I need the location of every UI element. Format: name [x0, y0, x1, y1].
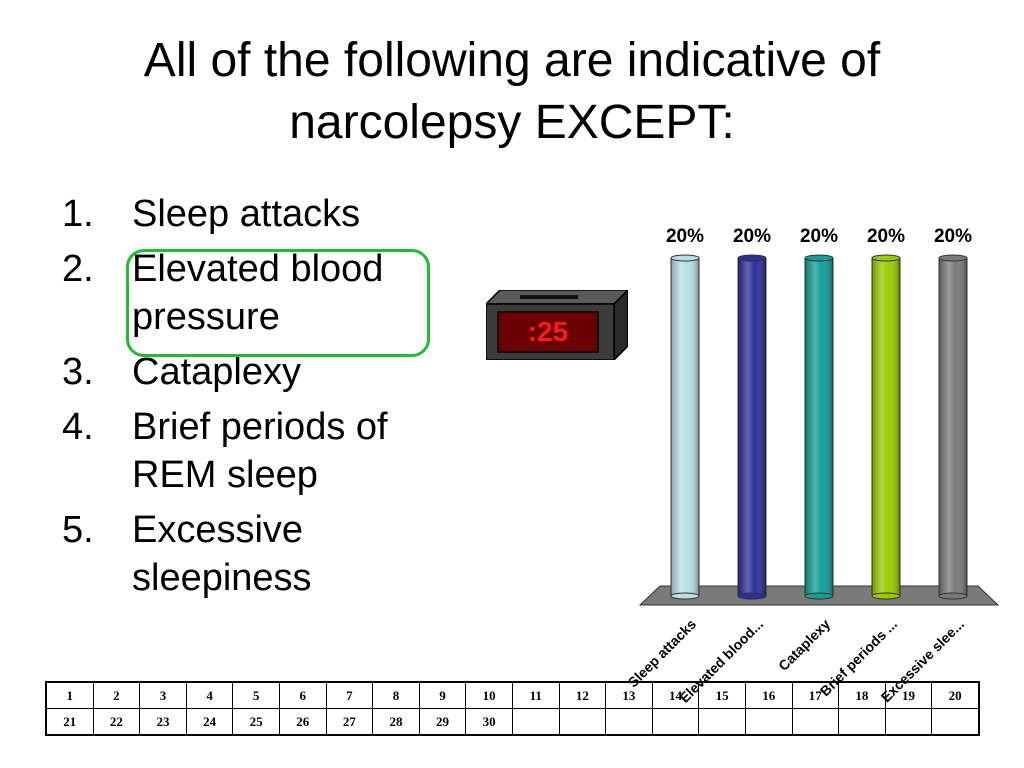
- grid-cell: [651, 708, 700, 736]
- grid-cell: 29: [418, 708, 467, 736]
- option-number: 2.: [62, 248, 94, 290]
- chart-value-label: 20%: [733, 226, 771, 247]
- option-number: 4.: [62, 406, 94, 448]
- chart-value-label: 20%: [800, 226, 838, 247]
- correct-answer-highlight: [126, 249, 430, 357]
- countdown-timer: :25: [484, 288, 630, 362]
- option-label-continued: REM sleep: [132, 454, 318, 496]
- timer-box-icon: [484, 288, 630, 362]
- question-line-1: All of the following are indicative of: [143, 34, 881, 87]
- answer-options: 1. Sleep attacks 2. Elevated blood press…: [62, 190, 462, 609]
- grid-cell: 5: [232, 681, 280, 709]
- grid-cell: 25: [232, 708, 280, 736]
- chart-bar-5: [938, 254, 968, 600]
- grid-cell: 17: [791, 681, 840, 709]
- option-label: Sleep attacks: [132, 193, 361, 235]
- chart-value-label: 20%: [934, 226, 972, 247]
- timer-display: :25: [527, 316, 569, 347]
- option-number: 3.: [62, 351, 94, 393]
- question-title: All of the following are indicative of n…: [40, 30, 984, 154]
- answer-option-4[interactable]: 4. Brief periods of REM sleep: [62, 403, 462, 499]
- option-number: 5.: [62, 509, 94, 551]
- chart-bar-3: [804, 254, 834, 600]
- grid-cell: 13: [605, 681, 653, 709]
- option-label: Elevated blood: [132, 248, 384, 290]
- grid-cell: 21: [45, 708, 94, 736]
- grid-cell: 16: [744, 681, 793, 709]
- grid-cell: 27: [325, 708, 374, 736]
- option-label: Brief periods of: [132, 406, 388, 448]
- grid-row: 21 22 23 24 25 26 27 28 29 30: [45, 708, 980, 736]
- grid-cell: 12: [558, 681, 607, 709]
- question-line-2: narcolepsy EXCEPT:: [289, 96, 735, 149]
- grid-cell: [838, 708, 886, 736]
- grid-row: 1 2 3 4 5 6 7 8 9 10 11 12 13 14 15 16 17 18 19 20: [45, 681, 980, 709]
- answer-option-5[interactable]: 5. Excessive sleepiness: [62, 506, 462, 602]
- grid-cell: 4: [185, 681, 234, 709]
- grid-cell: 14: [651, 681, 700, 709]
- chart-bar-1: [670, 254, 700, 600]
- grid-cell: 8: [372, 681, 420, 709]
- grid-cell: 10: [465, 681, 513, 709]
- grid-cell: [558, 708, 607, 736]
- grid-cell: 3: [139, 681, 187, 709]
- chart-category-label: Sleep attacks: [625, 616, 700, 691]
- grid-cell: [791, 708, 840, 736]
- grid-cell: 6: [278, 681, 327, 709]
- grid-cell: [698, 708, 746, 736]
- grid-cell: 23: [139, 708, 187, 736]
- grid-cell: 26: [278, 708, 327, 736]
- grid-cell: [884, 708, 933, 736]
- answer-option-2[interactable]: 2. Elevated blood pressure: [62, 245, 462, 341]
- grid-cell: [744, 708, 793, 736]
- grid-cell: 19: [884, 681, 933, 709]
- chart-bar-4: [871, 254, 901, 600]
- grid-cell: 7: [325, 681, 374, 709]
- option-number: 1.: [62, 193, 94, 235]
- option-label: Excessive: [132, 509, 304, 551]
- chart-bar-2: [737, 254, 767, 600]
- grid-cell: 20: [931, 681, 980, 709]
- chart-value-label: 20%: [867, 226, 905, 247]
- chart-value-label: 20%: [666, 226, 704, 247]
- answer-option-3[interactable]: 3. Cataplexy: [62, 348, 462, 396]
- grid-cell: [605, 708, 653, 736]
- option-label-continued: sleepiness: [132, 557, 312, 599]
- response-grid: 1 2 3 4 5 6 7 8 9 10 11 12 13 14 15 16 17 18 19 20 21 22 23 24 2…: [45, 681, 980, 736]
- grid-cell: 22: [92, 708, 141, 736]
- grid-cell: 30: [465, 708, 513, 736]
- grid-cell: 18: [838, 681, 886, 709]
- grid-cell: 24: [185, 708, 234, 736]
- option-label-continued: pressure: [132, 296, 280, 338]
- grid-cell: [931, 708, 980, 736]
- grid-cell: 15: [698, 681, 746, 709]
- grid-cell: [511, 708, 560, 736]
- grid-cell: 2: [92, 681, 141, 709]
- grid-cell: 11: [511, 681, 560, 709]
- grid-cell: 28: [372, 708, 420, 736]
- grid-cell: 9: [418, 681, 467, 709]
- option-label: Cataplexy: [132, 351, 301, 393]
- grid-cell: 1: [45, 681, 94, 709]
- chart-category-label: Cataplexy: [775, 616, 833, 674]
- answer-option-1[interactable]: 1. Sleep attacks: [62, 190, 462, 238]
